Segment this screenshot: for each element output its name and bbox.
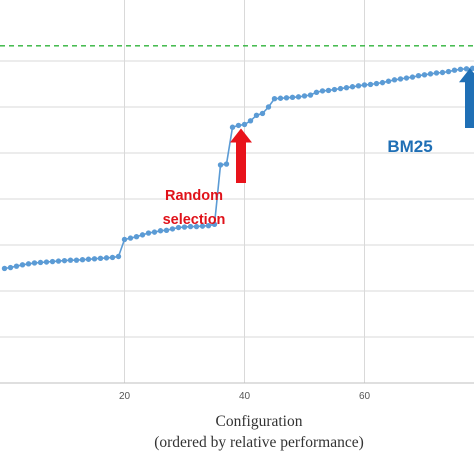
x-tick-label: 20 — [119, 391, 131, 402]
data-point — [97, 255, 104, 262]
x-axis-title: Configuration — [216, 413, 303, 430]
data-point — [55, 258, 62, 264]
data-point — [379, 79, 386, 86]
data-point — [217, 162, 224, 168]
data-point — [427, 71, 434, 77]
data-point — [187, 223, 194, 230]
data-point — [19, 262, 26, 268]
data-point — [91, 256, 98, 262]
data-point — [199, 223, 206, 229]
data-point — [409, 74, 416, 80]
data-point — [403, 75, 410, 81]
data-point — [337, 85, 344, 92]
data-point — [331, 86, 338, 93]
data-point — [451, 67, 458, 73]
data-point — [457, 66, 464, 72]
data-point — [259, 110, 266, 117]
data-point — [283, 95, 290, 101]
data-point — [7, 264, 14, 271]
data-point — [439, 69, 446, 76]
data-point — [73, 257, 80, 263]
data-point — [211, 221, 218, 227]
data-point — [421, 72, 428, 78]
data-point — [235, 122, 242, 129]
data-point — [25, 261, 32, 267]
data-point — [253, 112, 260, 118]
data-point — [415, 73, 422, 79]
random-selection-arrow — [230, 128, 252, 183]
data-point — [133, 234, 140, 240]
data-point — [157, 228, 164, 234]
data-point — [463, 66, 470, 72]
data-point — [349, 84, 356, 90]
data-point — [271, 96, 278, 102]
data-point — [49, 258, 56, 265]
data-point — [103, 255, 110, 261]
data-point — [145, 230, 152, 236]
data-point — [205, 222, 212, 229]
data-point — [343, 84, 350, 91]
data-point — [385, 78, 392, 84]
annotation-bm25: BM25 — [387, 137, 432, 156]
data-point — [151, 229, 158, 235]
data-point — [307, 92, 314, 98]
data-point — [325, 87, 332, 94]
data-point — [301, 93, 308, 99]
data-point — [355, 83, 362, 89]
data-point — [241, 121, 248, 128]
data-point — [163, 227, 170, 233]
data-point — [397, 76, 404, 82]
data-point — [121, 236, 128, 243]
data-point — [247, 118, 254, 124]
annotation-random-line1: Random — [165, 188, 223, 204]
x-tick-label: 60 — [359, 391, 371, 402]
x-tick-labels: 20406080 — [119, 391, 371, 402]
series-markers — [1, 65, 474, 272]
gridlines — [0, 0, 474, 383]
x-axis-subtitle: (ordered by relative performance) — [154, 434, 364, 451]
data-point — [181, 224, 188, 230]
data-point — [229, 124, 236, 130]
data-point — [223, 161, 230, 167]
data-point — [61, 257, 68, 264]
data-point — [115, 253, 122, 260]
data-point — [445, 68, 452, 75]
data-point — [193, 223, 200, 230]
data-point — [31, 260, 38, 266]
data-point — [391, 77, 398, 83]
bm25-arrow — [459, 68, 474, 128]
data-point — [127, 235, 134, 241]
annotation-random-line2: selection — [163, 212, 226, 228]
data-point — [37, 259, 44, 266]
data-point — [175, 224, 182, 231]
data-point — [139, 232, 146, 238]
data-point — [295, 94, 302, 100]
data-point — [373, 80, 380, 87]
data-point — [13, 263, 20, 269]
data-point — [169, 226, 176, 232]
x-tick-label: 40 — [239, 391, 251, 402]
annotations: Random selection BM25 — [163, 68, 474, 228]
data-point — [67, 257, 74, 263]
data-point — [361, 82, 368, 88]
data-point — [79, 257, 86, 263]
data-point — [109, 254, 116, 261]
data-point — [289, 94, 296, 101]
data-point — [313, 89, 320, 95]
data-point — [265, 104, 272, 110]
data-point — [43, 259, 50, 265]
data-point — [1, 265, 8, 272]
data-point — [277, 95, 284, 101]
data-point — [367, 81, 374, 88]
data-point — [85, 256, 92, 262]
data-point — [433, 70, 440, 76]
data-point — [319, 88, 326, 94]
